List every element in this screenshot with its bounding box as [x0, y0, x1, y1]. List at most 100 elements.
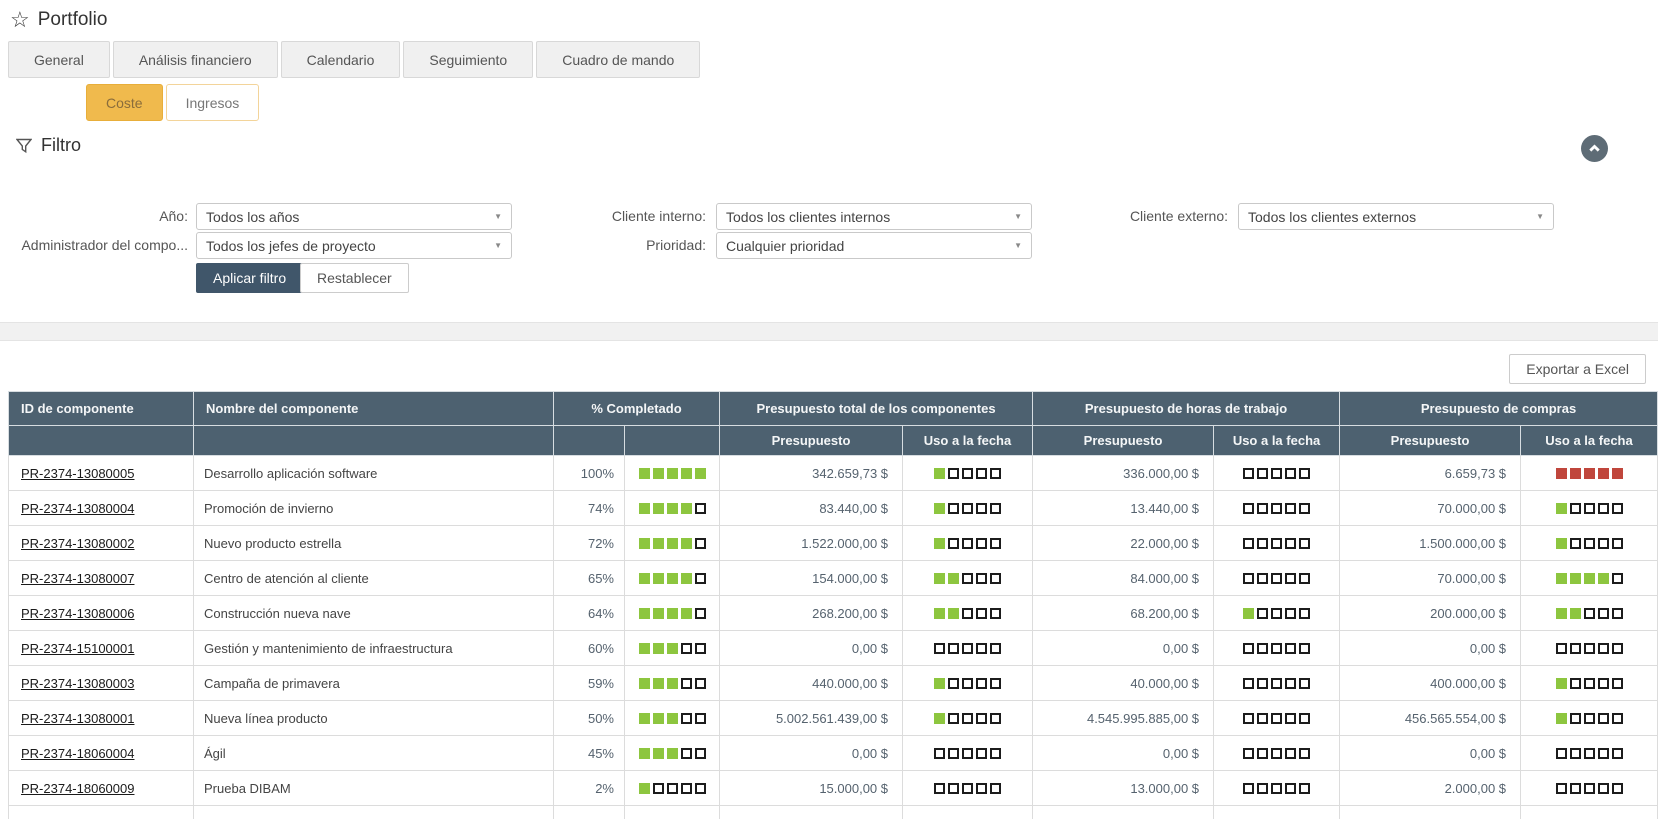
- empty-cell: [193, 805, 554, 819]
- internal-client-select[interactable]: Todos los clientes internos ▼: [716, 203, 1032, 230]
- col-header-purchases-budget[interactable]: Presupuesto de compras: [1339, 391, 1658, 426]
- dropdown-caret-icon: ▼: [1014, 212, 1022, 221]
- component-id-cell: PR-2374-13080003: [8, 665, 194, 701]
- tab-cuadro-de-mando[interactable]: Cuadro de mando: [536, 41, 701, 78]
- purchases-budget-cell: 70.000,00 $: [1339, 560, 1522, 596]
- table-row: PR-2374-18060004 Ágil 45% 0,00 $ 0,00 $ 0,00 …: [8, 735, 1658, 771]
- sub-tabs: Coste Ingresos: [86, 84, 1658, 121]
- apply-filter-button[interactable]: Aplicar filtro: [196, 263, 304, 293]
- component-id-link[interactable]: PR-2374-15100001: [21, 640, 135, 656]
- hours-budget-cell: 84.000,00 $: [1032, 560, 1215, 596]
- favorite-star-icon[interactable]: ☆: [10, 7, 30, 32]
- collapsed-panel-bar[interactable]: [0, 322, 1658, 341]
- completed-pct-cell: 60%: [553, 630, 625, 666]
- usage-squares: [1215, 677, 1338, 689]
- subheader-total-presupuesto[interactable]: Presupuesto: [719, 425, 904, 456]
- col-header-component-id[interactable]: ID de componente: [8, 391, 194, 426]
- component-id-cell: PR-2374-13080002: [8, 525, 194, 561]
- external-client-select-value: Todos los clientes externos: [1248, 208, 1417, 225]
- hours-used-cell: [1213, 455, 1341, 491]
- col-header-component-name[interactable]: Nombre del componente: [193, 391, 554, 426]
- component-manager-select[interactable]: Todos los jefes de proyecto ▼: [196, 232, 512, 259]
- usage-squares: [1522, 712, 1656, 724]
- tab-seguimiento[interactable]: Seguimiento: [403, 41, 534, 78]
- component-id-link[interactable]: PR-2374-13080007: [21, 570, 135, 586]
- priority-select[interactable]: Cualquier prioridad ▼: [716, 232, 1032, 259]
- subheader-purchases-presupuesto[interactable]: Presupuesto: [1339, 425, 1522, 456]
- total-used-cell: [902, 490, 1034, 526]
- component-id-link[interactable]: PR-2374-18060004: [21, 745, 135, 761]
- total-budget-cell: 83.440,00 $: [719, 490, 904, 526]
- total-used-cell: [902, 665, 1034, 701]
- reset-filter-button[interactable]: Restablecer: [300, 263, 409, 293]
- usage-squares: [904, 747, 1031, 759]
- subtab-ingresos[interactable]: Ingresos: [165, 84, 260, 121]
- subheader-hours-presupuesto[interactable]: Presupuesto: [1032, 425, 1215, 456]
- total-used-cell: [902, 700, 1034, 736]
- completed-squares-cell: [623, 595, 721, 631]
- completed-squares-cell: [623, 490, 721, 526]
- empty-cell: [1520, 805, 1658, 819]
- completed-pct-cell: 50%: [553, 700, 625, 736]
- sub-header-row: Presupuesto Uso a la fecha Presupuesto U…: [8, 425, 1658, 456]
- subheader-purchases-uso[interactable]: Uso a la fecha: [1520, 425, 1658, 456]
- completed-squares-cell: [623, 770, 721, 806]
- subtab-coste[interactable]: Coste: [86, 84, 163, 121]
- tab-general[interactable]: General: [8, 41, 110, 78]
- empty-cell: [1339, 805, 1522, 819]
- subheader-hours-uso[interactable]: Uso a la fecha: [1213, 425, 1341, 456]
- purchases-budget-cell: 200.000,00 $: [1339, 595, 1522, 631]
- component-id-link[interactable]: PR-2374-18060009: [21, 780, 135, 796]
- component-id-cell: PR-2374-18060004: [8, 735, 194, 771]
- col-header-completed[interactable]: % Completado: [552, 391, 721, 426]
- purchases-used-cell: [1520, 700, 1658, 736]
- collapse-filter-button[interactable]: [1581, 135, 1608, 162]
- component-id-link[interactable]: PR-2374-13080001: [21, 710, 135, 726]
- hours-used-cell: [1213, 560, 1341, 596]
- external-client-select[interactable]: Todos los clientes externos ▼: [1238, 203, 1554, 230]
- col-header-hours-budget[interactable]: Presupuesto de horas de trabajo: [1032, 391, 1341, 426]
- component-id-link[interactable]: PR-2374-13080004: [21, 500, 135, 516]
- completed-squares-cell: [623, 525, 721, 561]
- priority-label: Prioridad:: [646, 237, 706, 253]
- usage-squares: [626, 782, 718, 794]
- main-tabs: General Análisis financiero Calendario S…: [8, 41, 1658, 78]
- dropdown-caret-icon: ▼: [494, 241, 502, 250]
- total-budget-cell: 0,00 $: [719, 735, 904, 771]
- export-excel-button[interactable]: Exportar a Excel: [1509, 354, 1646, 384]
- tab-calendario[interactable]: Calendario: [280, 41, 401, 78]
- subheader-empty: [553, 425, 625, 456]
- hours-budget-cell: 0,00 $: [1032, 735, 1215, 771]
- component-id-link[interactable]: PR-2374-13080005: [21, 465, 135, 481]
- usage-squares: [1215, 747, 1338, 759]
- total-budget-cell: 5.002.561.439,00 $: [719, 700, 904, 736]
- hours-used-cell: [1213, 525, 1341, 561]
- usage-squares: [1522, 747, 1656, 759]
- subheader-total-uso[interactable]: Uso a la fecha: [902, 425, 1034, 456]
- purchases-used-cell: [1520, 735, 1658, 771]
- usage-squares: [1522, 537, 1656, 549]
- usage-squares: [626, 642, 718, 654]
- dropdown-caret-icon: ▼: [494, 212, 502, 221]
- usage-squares: [1522, 572, 1656, 584]
- hours-used-cell: [1213, 700, 1341, 736]
- usage-squares: [1215, 782, 1338, 794]
- col-header-total-budget[interactable]: Presupuesto total de los componentes: [719, 391, 1034, 426]
- year-select[interactable]: Todos los años ▼: [196, 203, 512, 230]
- component-id-link[interactable]: PR-2374-13080003: [21, 675, 135, 691]
- usage-squares: [1215, 607, 1338, 619]
- component-id-cell: PR-2374-13080007: [8, 560, 194, 596]
- table-row: PR-2374-18060009 Prueba DIBAM 2% 15.000,00 …: [8, 770, 1658, 806]
- tab-analisis-financiero[interactable]: Análisis financiero: [112, 41, 278, 78]
- component-id-cell: PR-2374-13080006: [8, 595, 194, 631]
- completed-squares-cell: [623, 700, 721, 736]
- component-name-cell: Nueva línea producto: [193, 700, 554, 736]
- component-id-link[interactable]: PR-2374-13080006: [21, 605, 135, 621]
- total-used-cell: [902, 630, 1034, 666]
- component-id-link[interactable]: PR-2374-13080002: [21, 535, 135, 551]
- usage-squares: [626, 712, 718, 724]
- hours-budget-cell: 13.000,00 $: [1032, 770, 1215, 806]
- total-used-cell: [902, 525, 1034, 561]
- usage-squares: [904, 677, 1031, 689]
